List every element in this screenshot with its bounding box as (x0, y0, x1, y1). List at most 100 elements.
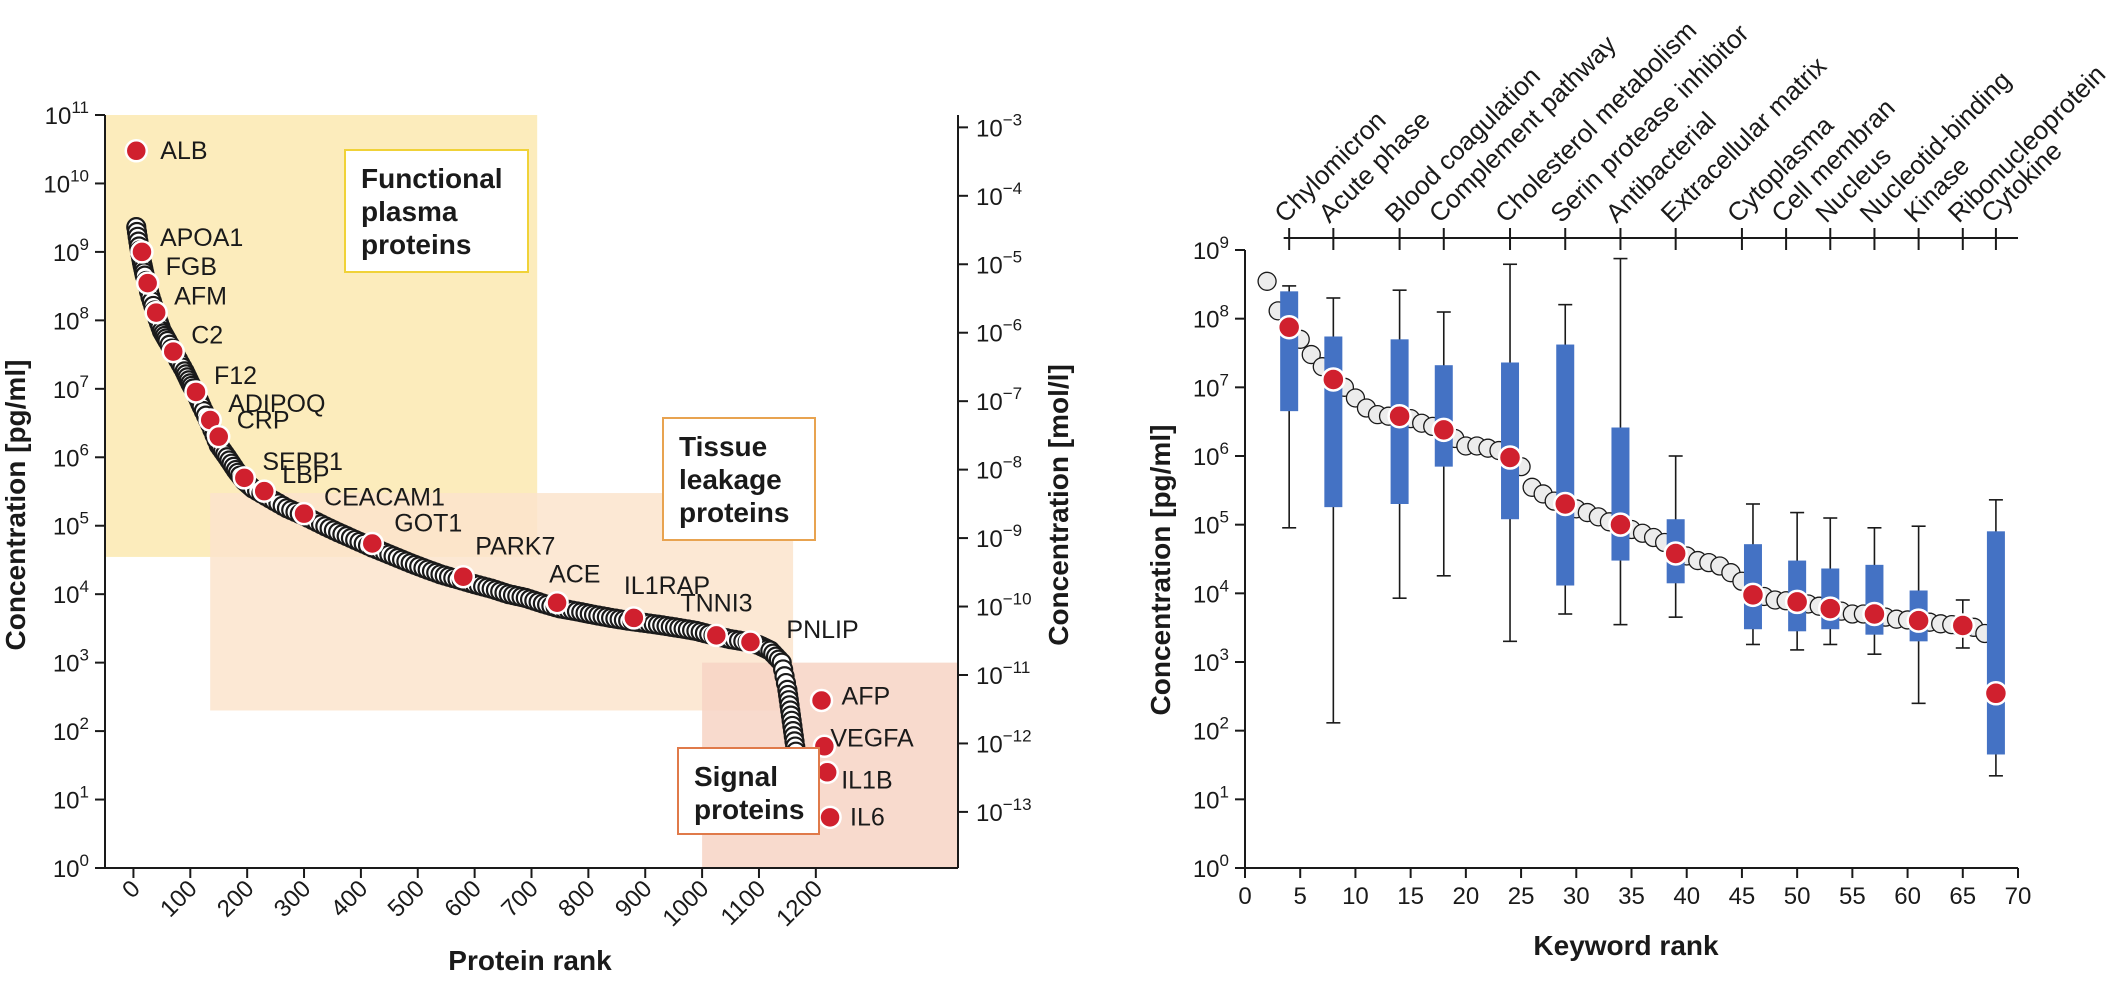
protein-point-pnlip (738, 630, 763, 654)
left-x-tick-label: 200 (212, 875, 259, 922)
left-x-axis-title: Protein rank (448, 945, 612, 976)
right-y-axis-title: Concentration [pg/ml] (1145, 425, 1176, 716)
box-median-point (1497, 445, 1523, 470)
protein-label-crp: CRP (237, 407, 290, 435)
protein-point-crp (206, 424, 231, 449)
protein-point-alb (124, 139, 149, 163)
highlighted-protein-points (124, 139, 842, 830)
right-x-tick-label: 20 (1453, 883, 1480, 910)
protein-label-lbp: LBP (282, 461, 329, 489)
protein-rank-chart: 100 101 102 103 104 105 106 107 108 109 1010 1011 10… (0, 98, 1074, 976)
protein-point-sepp1 (232, 466, 257, 490)
box-iqr (1986, 531, 2005, 755)
left-y-tick-label: 1010 (43, 166, 89, 198)
region-label-line: proteins (361, 229, 471, 260)
protein-point-afm (144, 300, 168, 325)
left-x-tick-label: 1100 (716, 875, 772, 931)
left-x-tick-label: 800 (553, 875, 600, 922)
protein-point-park7 (451, 564, 476, 589)
box-median-point (1818, 596, 1843, 621)
protein-point-ceacam1 (292, 501, 316, 526)
left-x-tick-label: 500 (383, 875, 430, 922)
protein-label-pnlip: PNLIP (786, 616, 858, 644)
box-median-point (1906, 608, 1931, 633)
keyword-rank-chart: 100 101 102 103 104 105 106 107 108 109 0 5 10 15 20 25… (1145, 15, 2111, 961)
right-x-axis-title: Keyword rank (1533, 930, 1719, 961)
left-x-tick-label: 1200 (771, 875, 828, 932)
left-x-tick-label: 700 (496, 875, 543, 922)
left-y-tick-label: 104 (53, 577, 89, 609)
protein-point-il1rap (622, 606, 646, 630)
protein-label-apoa1: APOA1 (160, 224, 243, 252)
protein-label-afm: AFM (174, 283, 227, 311)
protein-point-afp (809, 688, 834, 713)
left-y-tick-label: 100 (53, 851, 89, 883)
region-label-line: proteins (694, 794, 804, 825)
protein-label-fgb: FGB (166, 253, 217, 281)
protein-point-apoa1 (130, 240, 154, 264)
left-y-tick-label: 108 (53, 303, 89, 335)
protein-point-fgb (135, 271, 160, 295)
right-x-tick-label: 35 (1618, 883, 1645, 910)
protein-label-tnni3: TNNI3 (680, 589, 752, 617)
box-ribonucleoprotein (1950, 599, 1976, 649)
protein-point-tnni3 (704, 623, 729, 648)
box-median-point (1862, 601, 1887, 627)
box-median-point (1276, 314, 1302, 340)
box-iqr (1501, 362, 1520, 520)
keyword-boxes (1276, 257, 2009, 777)
protein-point-got1 (360, 531, 385, 556)
protein-label-il1b: IL1B (841, 766, 892, 794)
region-label-line: Functional (361, 163, 503, 194)
box-chylomicron (1276, 285, 1302, 529)
box-nucleotid-binding (1862, 527, 1887, 655)
left-y2-tick-label: 10−5 (976, 247, 1022, 279)
left-y-tick-label: 107 (53, 372, 89, 404)
left-y-tick-label: 102 (53, 714, 89, 746)
protein-label-vegfa: VEGFA (830, 724, 914, 752)
left-x-tick-label: 400 (326, 875, 373, 922)
left-y2-tick-label: 10−6 (976, 316, 1022, 348)
right-x-tick-label: 40 (1673, 883, 1700, 910)
right-y-tick-label: 109 (1193, 233, 1229, 265)
box-iqr (1280, 291, 1299, 412)
right-x-tick-label: 10 (1342, 883, 1369, 910)
protein-label-c2: C2 (191, 322, 223, 350)
protein-point-f12 (184, 380, 208, 404)
right-y-tick-label: 107 (1193, 370, 1229, 402)
box-median-point (1740, 582, 1766, 608)
left-x-tick-label: 100 (155, 875, 202, 922)
box-median-point (1387, 403, 1412, 429)
right-x-tick-label: 30 (1563, 883, 1590, 910)
left-x-tick-label: 1000 (657, 875, 714, 932)
box-median-point (1608, 512, 1633, 537)
box-cell-membran (1784, 511, 1810, 651)
left-x-tick-label: 900 (610, 875, 657, 922)
left-y-tick-label: 101 (53, 783, 89, 815)
protein-label-f12: F12 (214, 362, 257, 390)
left-y2-tick-label: 10−12 (976, 726, 1032, 758)
box-median-point (1321, 367, 1346, 392)
box-blood-coagulation (1387, 289, 1412, 599)
left-x-tick-label: 600 (439, 875, 486, 922)
box-acute-phase (1321, 297, 1346, 724)
left-y2-tick-label: 10−11 (976, 658, 1030, 690)
right-y-tick-label: 105 (1193, 508, 1229, 540)
box-median-point (1663, 541, 1688, 566)
keyword-label-ribonucleoprotein: Ribonucleoprotein (1942, 59, 2111, 228)
region-labels: FunctionalplasmaproteinsTissueleakagepro… (344, 149, 820, 835)
box-extracellular-matrix (1663, 455, 1688, 618)
box-iqr (1324, 336, 1343, 508)
region-label-line: leakage (679, 464, 782, 495)
protein-label-park7: PARK7 (475, 533, 555, 561)
protein-label-got1: GOT1 (394, 510, 462, 538)
right-x-tick-label: 50 (1784, 883, 1811, 910)
box-serin-protease-inhibitor (1552, 303, 1578, 615)
left-y2-tick-label: 10−9 (976, 521, 1022, 553)
box-iqr (1556, 344, 1575, 586)
right-x-tick-label: 5 (1294, 883, 1307, 910)
box-nucleus (1818, 517, 1843, 646)
